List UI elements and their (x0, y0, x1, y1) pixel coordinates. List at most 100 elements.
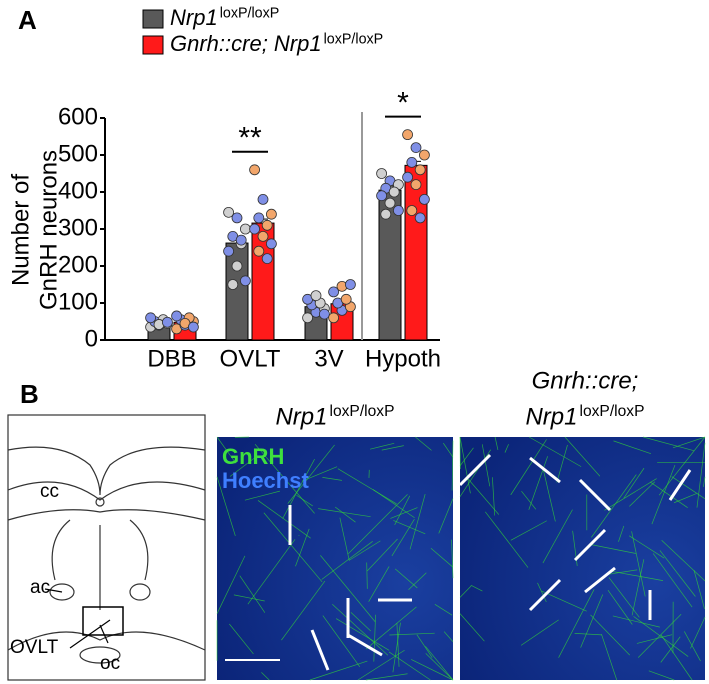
data-point (253, 212, 265, 224)
data-point (145, 312, 157, 324)
data-point (310, 290, 322, 302)
fiber (608, 577, 640, 618)
data-point (414, 164, 426, 176)
fiber (504, 444, 509, 453)
data-point (328, 312, 340, 324)
fiber (541, 590, 587, 612)
fiber (521, 490, 537, 510)
arrow (458, 453, 492, 487)
fiber (438, 498, 454, 534)
fiber (564, 436, 601, 477)
fiber (659, 550, 696, 597)
arrow (347, 633, 383, 657)
fiber (693, 570, 705, 610)
data-point (340, 293, 352, 305)
label-superscript: loxP/loxP (580, 403, 645, 420)
data-point (231, 260, 243, 272)
fiber (590, 614, 631, 656)
data-point (328, 286, 340, 298)
fiber (339, 517, 350, 561)
fiber (390, 507, 418, 519)
fiber (408, 572, 427, 591)
legend-swatch (142, 35, 164, 55)
data-point (223, 245, 235, 257)
fiber (459, 613, 485, 642)
fiber (443, 631, 454, 642)
fiber (459, 436, 471, 494)
fiber (391, 519, 415, 557)
fiber (296, 494, 313, 507)
fiber (396, 623, 400, 667)
fiber (629, 481, 656, 507)
fiber (239, 575, 266, 613)
fiber (672, 436, 706, 449)
y-axis-title: GnRH neurons (35, 150, 62, 310)
fiber (257, 500, 311, 539)
fiber (661, 540, 706, 582)
data-point (344, 279, 356, 290)
y-tick-label: 500 (58, 140, 98, 167)
fiber (392, 622, 401, 673)
fiber (604, 478, 657, 511)
fiber (696, 442, 706, 508)
x-tick-label: OVLT (220, 345, 281, 372)
fiber (451, 440, 454, 491)
fiber (357, 649, 405, 681)
diagram-label: oc (100, 653, 120, 674)
fiber (393, 520, 426, 535)
fiber (425, 646, 454, 681)
y-tick-label: 600 (58, 103, 98, 130)
fiber (605, 569, 638, 576)
x-tick-label: 3V (314, 345, 343, 372)
data-point (392, 205, 404, 216)
data-point (410, 179, 422, 191)
arrow (668, 469, 692, 501)
fiber (470, 584, 483, 592)
fiber (618, 525, 625, 542)
fiber (229, 455, 258, 477)
diagram-label: cc (40, 481, 59, 502)
y-tick-label: 400 (58, 177, 98, 204)
fiber (459, 585, 472, 598)
label-group: Nrp1 loxP/loxP (275, 403, 394, 430)
fiber (443, 442, 454, 458)
y-tick-label: 0 (85, 325, 98, 352)
data-point (406, 205, 418, 216)
fiber (660, 634, 693, 681)
fiber (623, 467, 645, 499)
fiber (528, 456, 548, 510)
label-leaders (44, 588, 111, 649)
fiber (650, 481, 688, 508)
fiber (510, 520, 547, 541)
fiber (580, 594, 604, 648)
fiber (216, 476, 236, 536)
data-point (239, 223, 251, 235)
fiber (542, 509, 573, 564)
fiber (347, 494, 408, 555)
fiber (367, 538, 398, 572)
fiber (394, 495, 411, 526)
y-tick-label: 200 (58, 251, 98, 278)
data-point (257, 193, 269, 205)
fiber (467, 478, 500, 515)
fiber (322, 615, 361, 668)
data-point (380, 208, 392, 220)
data-point (227, 279, 239, 290)
data-point (406, 156, 418, 168)
fiber (261, 672, 270, 681)
fiber (574, 633, 603, 636)
data-point (261, 253, 273, 265)
fiber (510, 439, 547, 496)
arrow (584, 566, 616, 594)
fiber (365, 673, 408, 681)
label-group: Nrp1 loxP/loxP (170, 5, 279, 30)
label-text: Nrp1 (525, 403, 577, 430)
fibers (216, 436, 706, 681)
fiber (366, 562, 368, 589)
fiber (481, 444, 491, 487)
data-point (257, 230, 269, 242)
diagram-label: OVLT (10, 637, 59, 658)
fiber (366, 606, 417, 650)
data-point (418, 193, 430, 205)
data-point (231, 212, 243, 224)
